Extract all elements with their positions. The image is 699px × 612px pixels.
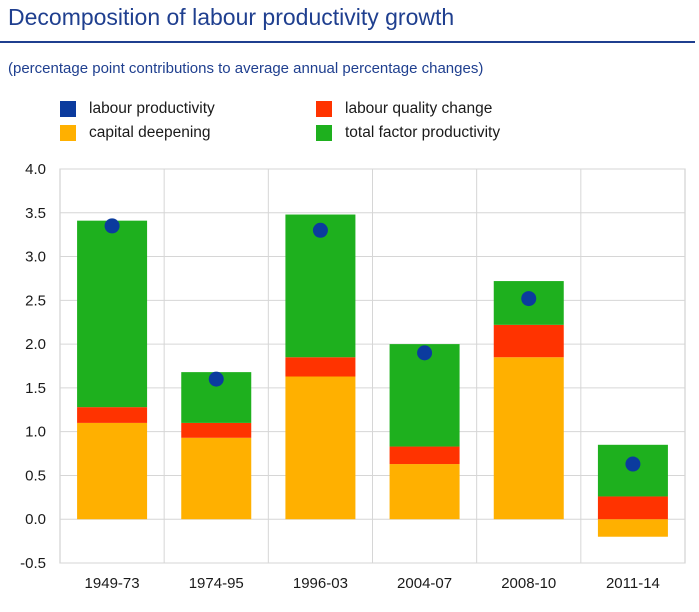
x-tick-label: 2004-07 [397,575,452,592]
x-tick-label: 1974-95 [189,575,244,592]
x-tick-label: 1996-03 [293,575,348,592]
y-tick-label: 2.0 [25,336,46,353]
bar-labour-quality-change-1974-95 [181,422,252,438]
x-tick-label: 2008-10 [501,575,556,592]
point-labour-productivity-1996-03 [312,222,328,238]
bar-labour-quality-change-2004-07 [389,446,460,465]
legend-swatch-tfp [316,125,332,141]
legend-swatch-capital-deepening [60,125,76,141]
y-tick-label: -0.5 [20,555,46,572]
bar-labour-quality-change-2011-14 [597,496,668,520]
point-labour-productivity-2011-14 [625,456,641,472]
bar-capital-deepening-2004-07 [389,464,460,520]
bar-total-factor-productivity-1949-73 [77,220,148,408]
title-divider [0,41,695,43]
bar-labour-quality-change-1949-73 [77,407,148,423]
legend-label-tfp: total factor productivity [345,124,501,141]
chart-subtitle: (percentage point contributions to avera… [8,60,484,77]
y-tick-label: 0.0 [25,511,46,528]
chart-title: Decomposition of labour productivity gro… [8,4,455,30]
x-tick-label: 2011-14 [606,575,660,592]
bar-capital-deepening-1949-73 [77,422,148,520]
y-tick-label: 3.0 [25,249,46,266]
legend-swatch-labour-productivity [60,101,76,117]
legend-label-labour-quality: labour quality change [345,100,493,117]
bar-capital-deepening-2008-10 [493,357,564,520]
y-tick-label: 3.5 [25,205,46,222]
legend-item-capital-deepening: capital deepening [60,124,211,142]
y-tick-label: 0.5 [25,467,46,484]
legend-label-capital-deepening: capital deepening [89,124,211,141]
y-tick-label: 1.5 [25,380,46,397]
x-tick-label: 1949-73 [85,575,140,592]
point-labour-productivity-1974-95 [208,371,224,387]
bar-total-factor-productivity-2004-07 [389,344,460,447]
bar-capital-deepening-2011-14 [597,519,668,537]
bar-capital-deepening-1974-95 [181,437,252,520]
point-labour-productivity-2008-10 [521,291,537,307]
legend-swatch-labour-quality [316,101,332,117]
bar-labour-quality-change-2008-10 [493,324,564,358]
legend-item-labour-productivity: labour productivity [60,100,215,118]
y-tick-label: 2.5 [25,292,46,309]
y-tick-label: 4.0 [25,161,46,178]
point-labour-productivity-1949-73 [104,218,120,234]
point-labour-productivity-2004-07 [417,345,433,361]
y-tick-label: 1.0 [25,424,46,441]
bar-capital-deepening-1996-03 [285,376,356,520]
legend-item-labour-quality: labour quality change [316,100,492,118]
bar-labour-quality-change-1996-03 [285,357,356,377]
legend-label-labour-productivity: labour productivity [89,100,215,117]
bar-total-factor-productivity-1996-03 [285,214,356,358]
legend-item-tfp: total factor productivity [316,124,500,142]
